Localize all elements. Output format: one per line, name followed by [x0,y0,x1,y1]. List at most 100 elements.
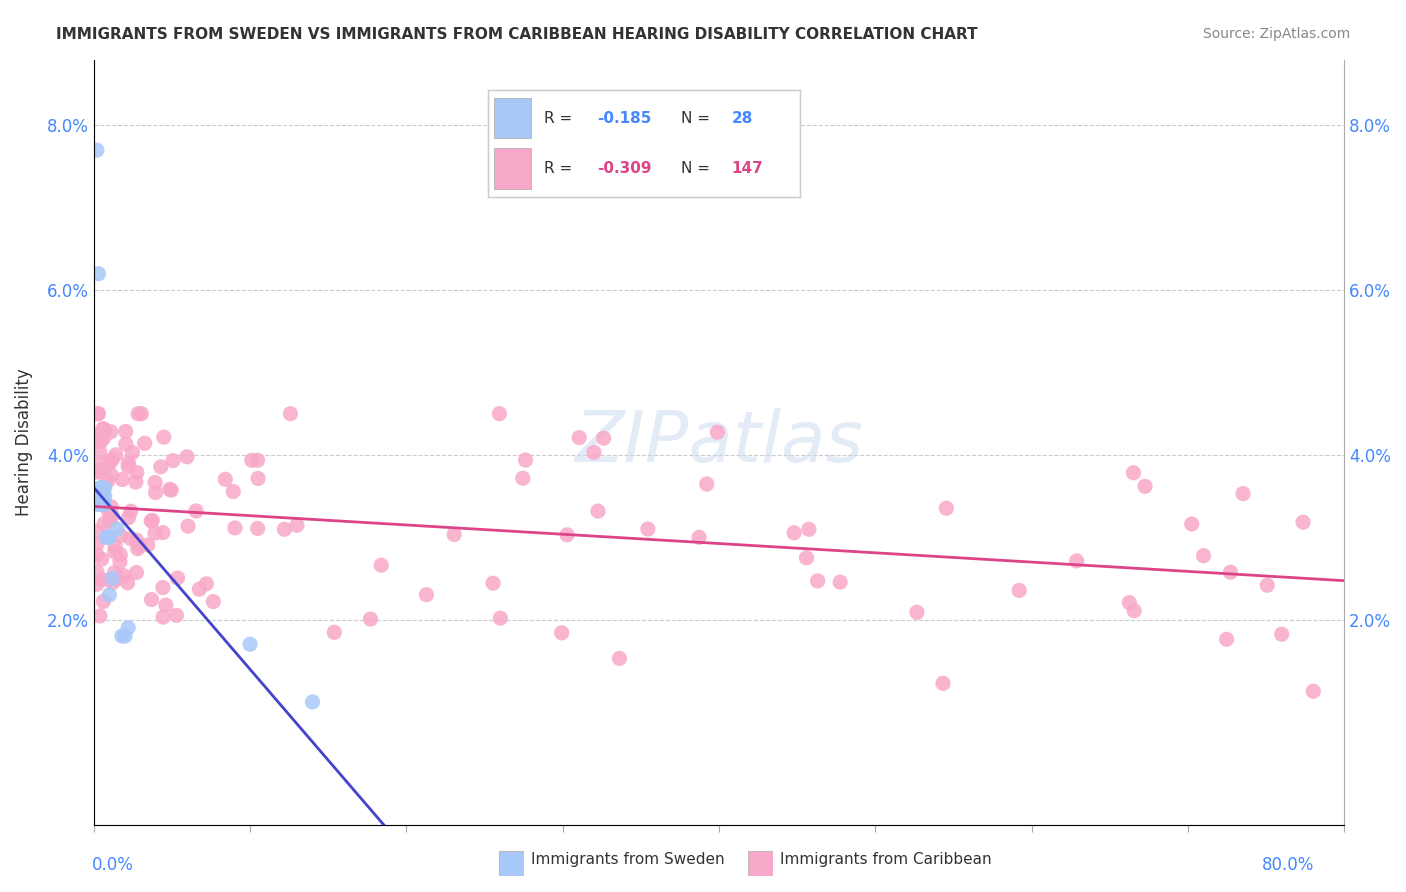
Point [98,457,121,471]
Point [87,407,110,421]
Point [101,508,124,523]
Point [796,550,818,565]
Point [117,575,139,590]
Point [101,575,124,590]
Point [87,497,110,511]
Point [86,491,108,506]
Point [568,431,591,445]
Point [125,466,148,480]
Point [637,522,659,536]
Point [145,485,167,500]
Point [89,463,111,477]
Point [97,474,120,488]
Point [97,530,120,544]
Point [246,521,269,535]
Point [152,525,174,540]
Point [100,425,122,439]
Point [136,538,159,552]
Point [515,453,537,467]
Point [100,573,122,587]
Point [100,500,122,514]
Point [582,445,605,459]
Point [105,572,128,586]
Point [91,573,114,587]
Point [94,423,117,437]
Point [370,558,392,573]
Point [110,529,132,543]
Point [224,521,246,535]
Point [482,576,505,591]
Point [101,571,124,585]
Point [89,444,111,458]
Point [108,555,131,569]
Point [706,425,728,439]
Point [783,525,806,540]
Point [1256,578,1278,592]
Point [273,522,295,536]
Point [246,453,269,467]
Point [86,486,108,500]
Point [87,463,110,477]
Point [152,430,174,444]
Point [120,504,142,518]
Point [89,609,111,624]
Point [141,513,163,527]
Text: 80.0%: 80.0% [1263,855,1315,873]
Point [104,539,127,553]
Point [90,489,112,503]
Point [125,566,148,580]
Point [87,497,110,511]
Point [195,577,218,591]
Point [86,143,108,157]
Point [125,475,148,489]
Point [797,522,820,536]
Point [688,530,710,544]
Point [176,450,198,464]
Point [222,484,245,499]
Point [166,571,188,585]
Point [1066,554,1088,568]
Point [489,611,512,625]
Point [214,472,236,486]
Point [98,588,121,602]
Point [239,637,262,651]
Point [110,548,132,562]
Point [90,497,112,511]
Point [103,544,125,558]
Point [91,497,114,511]
Point [1133,479,1156,493]
Point [86,465,108,479]
Point [188,582,211,597]
Point [586,504,609,518]
Point [1192,549,1215,563]
Point [1122,466,1144,480]
Point [555,528,578,542]
Point [696,477,718,491]
Point [91,594,114,608]
Point [93,481,115,495]
Point [1118,596,1140,610]
Point [91,489,114,503]
Y-axis label: Hearing Disability: Hearing Disability [15,368,32,516]
Point [166,608,188,623]
Point [550,625,572,640]
Point [512,471,534,485]
Point [125,533,148,547]
Point [114,437,136,451]
Point [905,605,928,619]
Point [177,519,200,533]
Point [93,479,115,493]
Point [141,514,163,528]
Point [415,588,437,602]
Text: 0.0%: 0.0% [91,855,134,873]
Point [90,434,112,449]
Point [143,526,166,541]
Point [149,459,172,474]
Point [127,541,149,556]
Point [247,471,270,485]
Point [162,453,184,467]
Point [98,454,121,468]
Point [105,522,128,536]
Point [932,676,955,690]
Point [240,453,263,467]
